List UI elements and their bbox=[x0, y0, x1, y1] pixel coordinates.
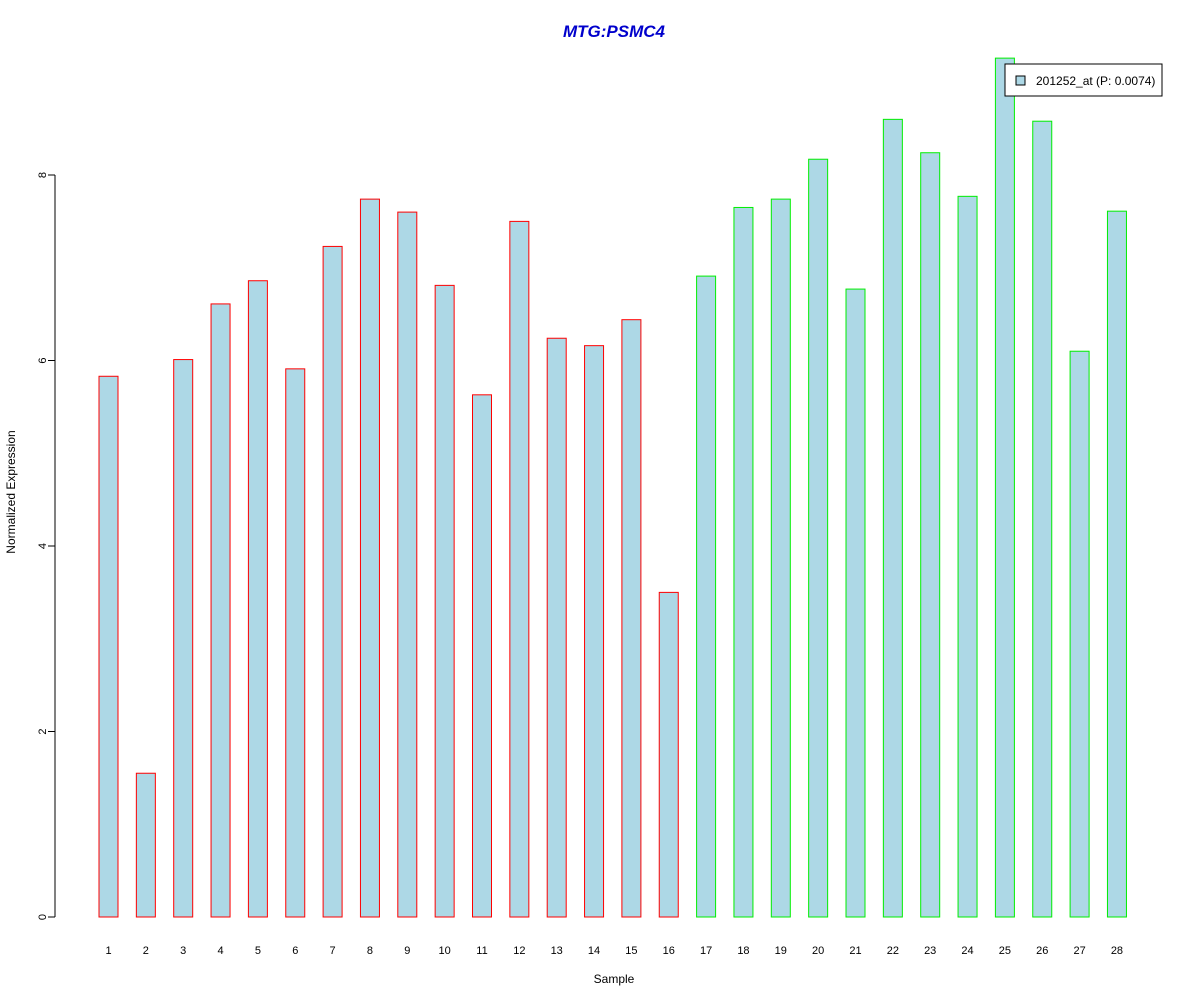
x-tick-label: 6 bbox=[292, 945, 298, 957]
x-tick-label: 25 bbox=[999, 945, 1011, 957]
x-tick-label: 15 bbox=[625, 945, 637, 957]
bar bbox=[1032, 120, 1053, 918]
x-tick-label: 22 bbox=[887, 945, 899, 957]
bar bbox=[1106, 210, 1127, 918]
bar bbox=[920, 152, 941, 918]
x-tick-label: 26 bbox=[1036, 945, 1048, 957]
x-tick-label: 21 bbox=[849, 945, 861, 957]
bar bbox=[509, 220, 530, 918]
x-tick-label: 17 bbox=[700, 945, 712, 957]
bar bbox=[882, 118, 903, 918]
y-axis-label: Normalized Expression bbox=[4, 430, 18, 553]
x-axis-label: Sample bbox=[594, 972, 635, 986]
y-tick-label: 2 bbox=[37, 728, 49, 734]
x-tick-label: 10 bbox=[439, 945, 451, 957]
y-tick-label: 0 bbox=[37, 914, 49, 920]
x-tick-label: 14 bbox=[588, 945, 600, 957]
x-tick-label: 27 bbox=[1073, 945, 1085, 957]
legend-swatch bbox=[1015, 75, 1026, 86]
bar bbox=[210, 303, 231, 918]
bar bbox=[472, 394, 492, 918]
bar bbox=[733, 206, 754, 918]
x-tick-label: 11 bbox=[476, 945, 487, 957]
bar bbox=[957, 195, 978, 918]
x-tick-label: 24 bbox=[961, 945, 973, 957]
x-tick-label: 4 bbox=[217, 945, 223, 957]
x-tick-label: 3 bbox=[180, 945, 186, 957]
bar bbox=[658, 591, 679, 918]
bar bbox=[1069, 350, 1090, 918]
legend-label: 201252_at (P: 0.0074) bbox=[1036, 74, 1155, 88]
bar bbox=[994, 57, 1015, 918]
bar bbox=[584, 345, 605, 918]
legend: 201252_at (P: 0.0074) bbox=[1004, 63, 1163, 97]
y-axis: 0 2 4 6 8 bbox=[37, 172, 56, 920]
x-tick-label: 20 bbox=[812, 945, 824, 957]
bar bbox=[173, 359, 194, 918]
x-tick-label: 28 bbox=[1111, 945, 1123, 957]
x-tick-label: 16 bbox=[663, 945, 675, 957]
chart-title: MTG:PSMC4 bbox=[563, 22, 666, 41]
x-tick-label: 5 bbox=[255, 945, 261, 957]
bar bbox=[696, 275, 717, 918]
bar bbox=[808, 158, 829, 918]
bar bbox=[434, 284, 455, 918]
bar bbox=[397, 211, 418, 918]
bar bbox=[359, 198, 380, 918]
x-tick-label: 8 bbox=[367, 945, 373, 957]
bar bbox=[546, 337, 567, 918]
x-tick-label: 12 bbox=[513, 945, 525, 957]
x-tick-label: 1 bbox=[105, 945, 111, 957]
x-tick-label: 23 bbox=[924, 945, 936, 957]
bars-group bbox=[98, 57, 1127, 918]
x-tick-label: 2 bbox=[143, 945, 149, 957]
x-tick-label: 9 bbox=[404, 945, 410, 957]
bar bbox=[247, 280, 268, 918]
bar bbox=[322, 245, 343, 918]
x-tick-label: 18 bbox=[737, 945, 749, 957]
x-tick-label: 13 bbox=[551, 945, 563, 957]
y-tick-label: 6 bbox=[37, 357, 49, 363]
bar bbox=[98, 375, 119, 918]
y-tick-label: 4 bbox=[37, 543, 49, 549]
x-tick-label: 7 bbox=[330, 945, 336, 957]
bar bbox=[770, 198, 791, 918]
bar bbox=[845, 288, 866, 918]
bar bbox=[621, 319, 642, 918]
y-tick-label: 8 bbox=[37, 172, 49, 178]
bar bbox=[285, 368, 306, 918]
bar bbox=[135, 772, 156, 918]
x-tick-label: 19 bbox=[775, 945, 787, 957]
legend-box bbox=[1004, 63, 1163, 97]
x-tick-labels: 1 2 3 4 5 6 7 8 9 10 11 12 13 14 15 16 17 18 19 20 21 22 23 24 2… bbox=[105, 945, 1123, 957]
